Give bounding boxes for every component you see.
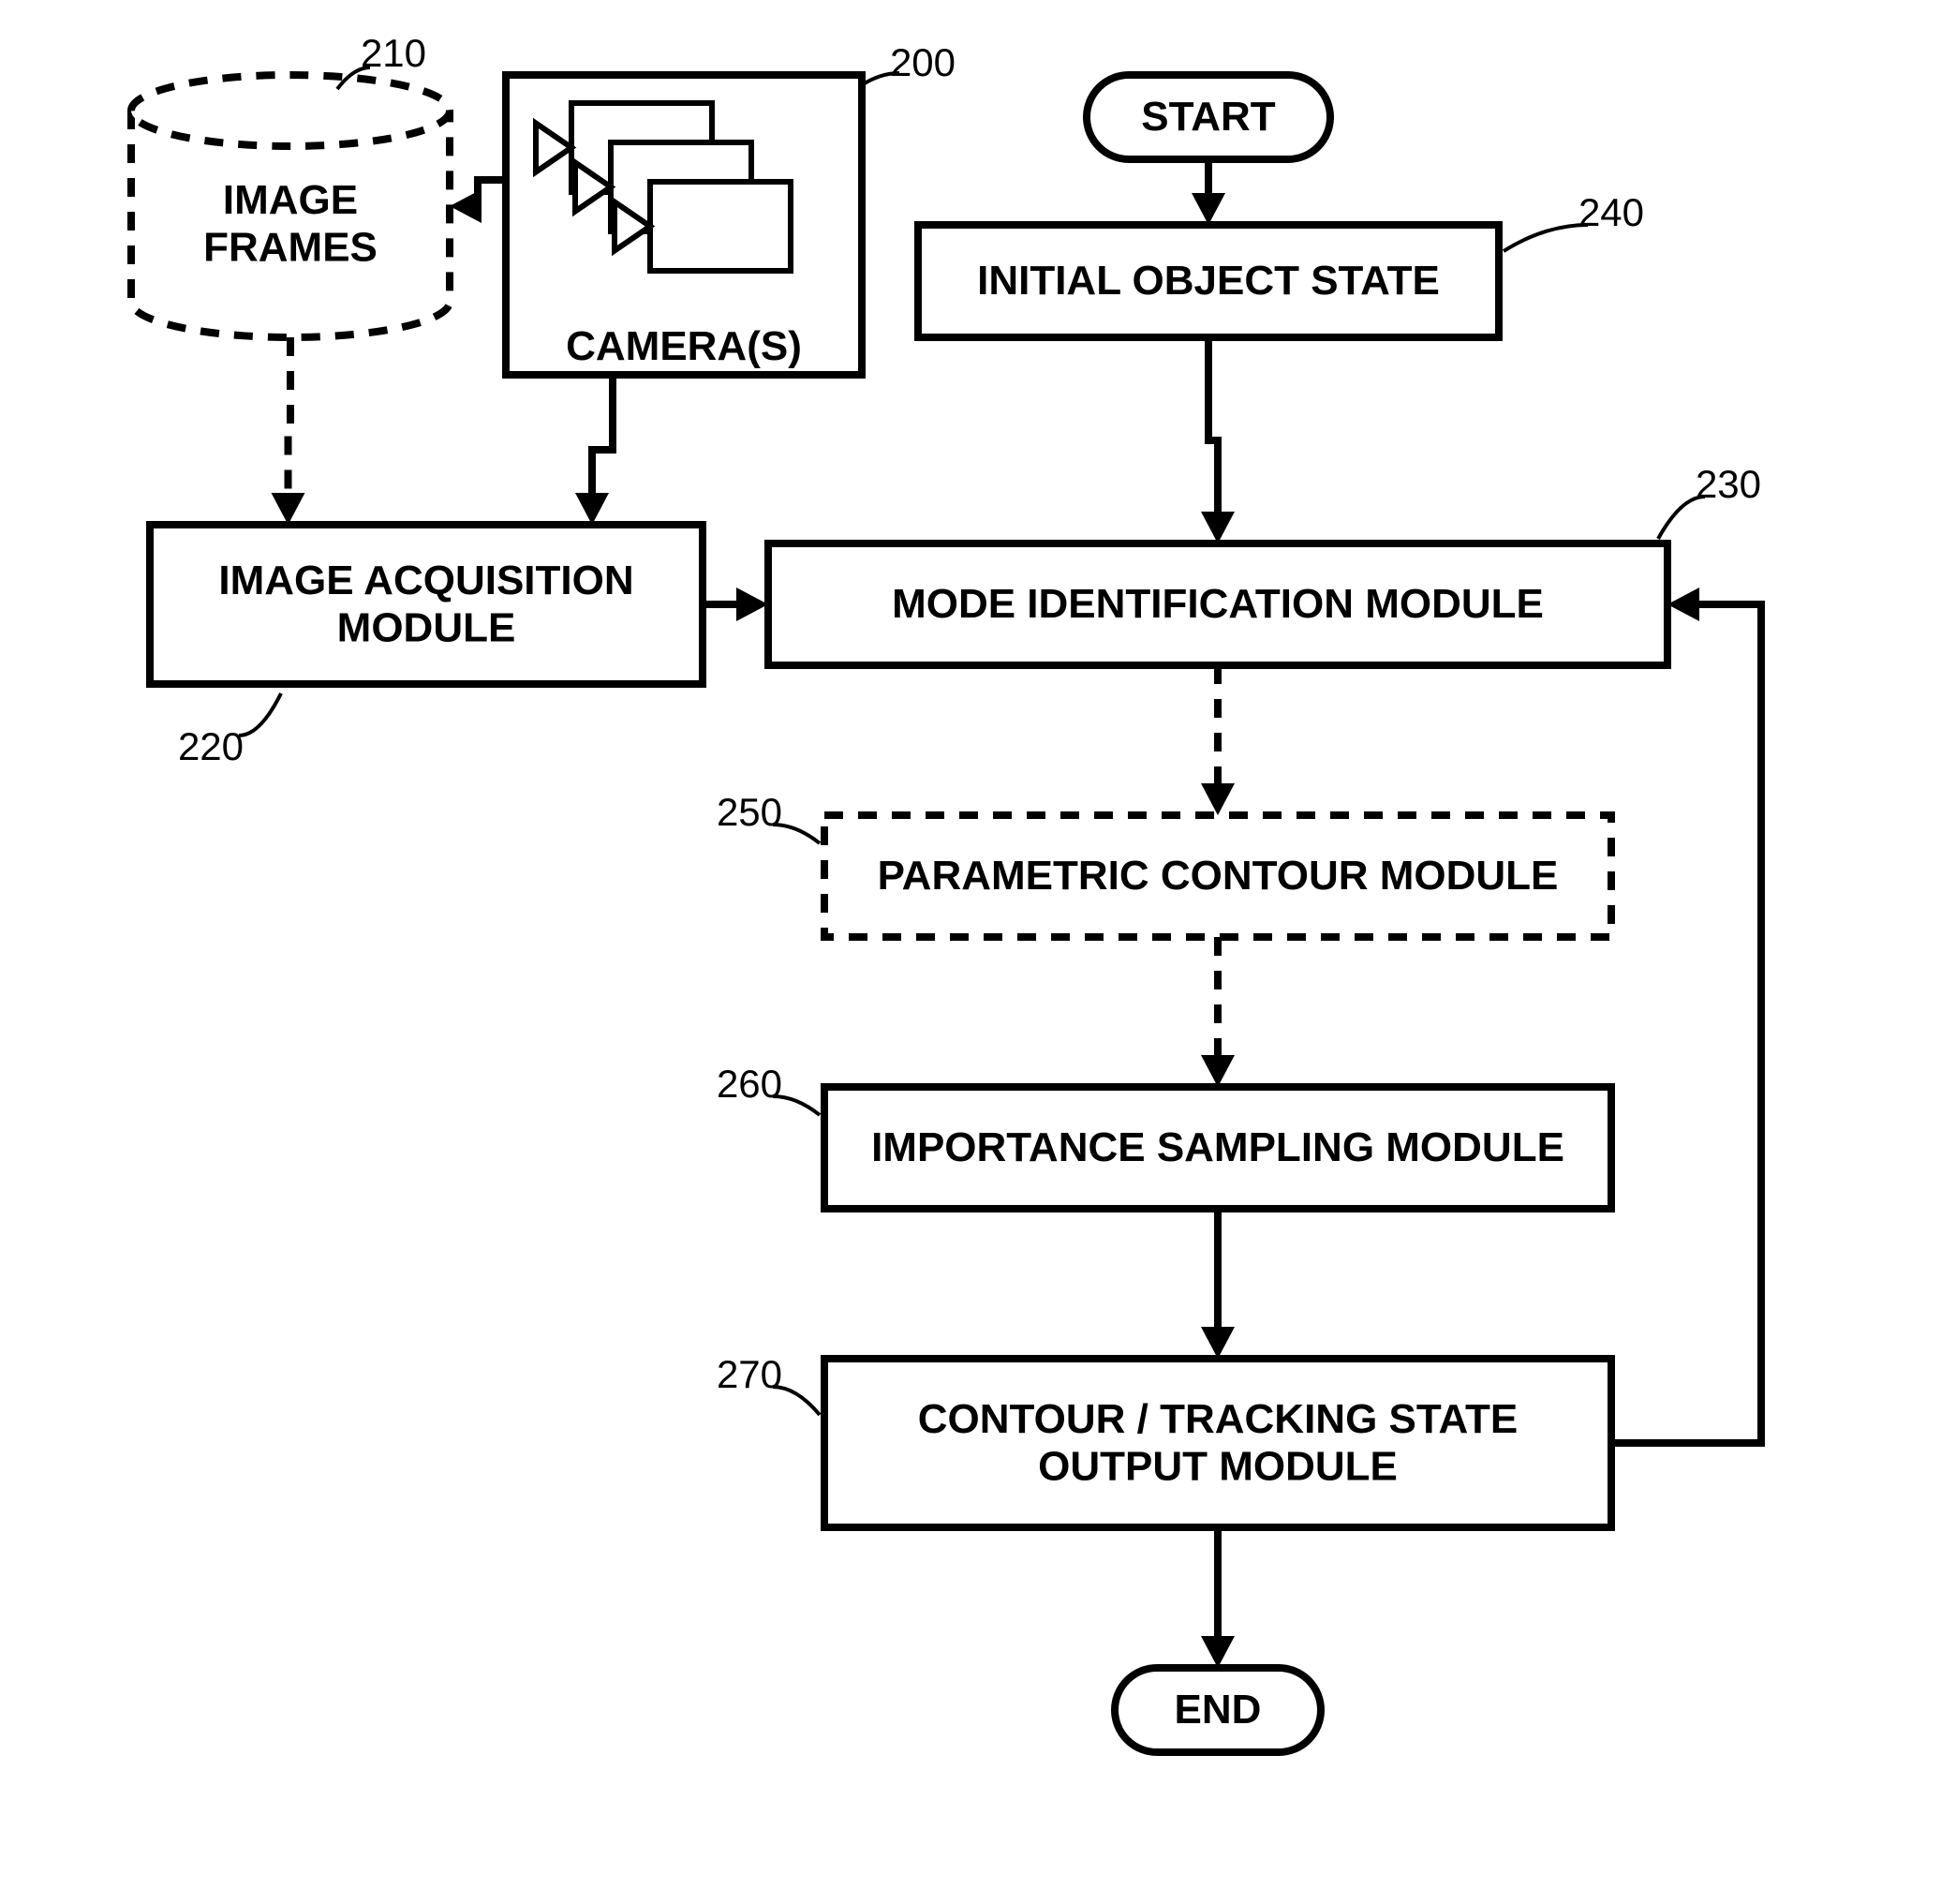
node-contourOut-label-1: OUTPUT MODULE — [1038, 1443, 1398, 1489]
arrowhead-initObj-to-modeId — [1201, 512, 1235, 543]
node-initObj-label-0: INITIAL OBJECT STATE — [977, 258, 1440, 304]
node-impSamp: IMPORTANCE SAMPLING MODULE — [824, 1087, 1611, 1209]
node-paramCont-label-0: PARAMETRIC CONTOUR MODULE — [878, 853, 1559, 899]
node-imgAcq-label-1: MODULE — [337, 604, 516, 650]
ref-label-250: 250 — [717, 790, 782, 834]
node-end: END — [1115, 1668, 1321, 1752]
edge-cameras-to-imgAcq — [592, 375, 613, 493]
nodes-layer: START INITIAL OBJECT STATE IMAGEFRAMES CAME… — [131, 75, 1667, 1752]
arrowhead-contourOut-to-modeId — [1667, 588, 1699, 621]
ref-label-200: 200 — [890, 40, 956, 84]
node-modeId-label-0: MODE IDENTIFICATION MODULE — [892, 581, 1544, 627]
arrowhead-imgFrames-to-imgAcq — [272, 493, 305, 525]
arrowhead-contourOut-to-end — [1201, 1636, 1235, 1668]
node-imgAcq-label-0: IMAGE ACQUISITION — [218, 558, 633, 603]
node-paramCont: PARAMETRIC CONTOUR MODULE — [824, 815, 1611, 937]
ref-label-260: 260 — [717, 1062, 782, 1106]
node-imgFrames-label-0: IMAGE — [223, 177, 358, 223]
node-cameras-label-0: CAMERA(S) — [566, 323, 802, 369]
edge-imgFrames-to-imgAcq — [289, 337, 291, 493]
edge-cameras-to-imgFrames — [478, 180, 506, 206]
arrowhead-imgAcq-to-modeId — [736, 588, 768, 621]
node-start: START — [1087, 75, 1330, 159]
arrowhead-impSamp-to-contourOut — [1201, 1327, 1235, 1359]
edge-initObj-to-modeId — [1208, 337, 1218, 512]
node-imgAcq: IMAGE ACQUISITIONMODULE — [150, 525, 703, 684]
node-end-label-0: END — [1175, 1687, 1262, 1733]
arrowhead-cameras-to-imgFrames — [450, 189, 482, 223]
node-start-label-0: START — [1141, 94, 1276, 140]
ref-label-220: 220 — [178, 724, 244, 768]
node-imgFrames-label-1: FRAMES — [203, 224, 378, 270]
node-modeId: MODE IDENTIFICATION MODULE — [768, 543, 1667, 665]
ref-label-210: 210 — [361, 31, 426, 75]
arrowhead-modeId-to-paramCont — [1201, 783, 1235, 815]
arrowhead-start-to-initObj — [1192, 193, 1225, 225]
ref-leader-220 — [239, 693, 281, 736]
camera-body-icon — [650, 182, 791, 271]
node-imgFrames: IMAGEFRAMES — [131, 75, 450, 337]
ref-label-230: 230 — [1696, 462, 1761, 506]
ref-label-270: 270 — [717, 1352, 782, 1396]
ref-label-240: 240 — [1578, 190, 1644, 234]
node-initObj: INITIAL OBJECT STATE — [918, 225, 1499, 337]
node-impSamp-label-0: IMPORTANCE SAMPLING MODULE — [871, 1124, 1564, 1170]
node-contourOut: CONTOUR / TRACKING STATEOUTPUT MODULE — [824, 1359, 1611, 1527]
arrowhead-cameras-to-imgAcq — [575, 493, 609, 525]
ref-leader-240 — [1504, 225, 1588, 251]
node-contourOut-label-0: CONTOUR / TRACKING STATE — [918, 1396, 1518, 1442]
edge-contourOut-to-modeId — [1611, 604, 1761, 1443]
node-cameras: CAMERA(S) — [506, 75, 862, 375]
arrowhead-paramCont-to-impSamp — [1201, 1055, 1235, 1087]
